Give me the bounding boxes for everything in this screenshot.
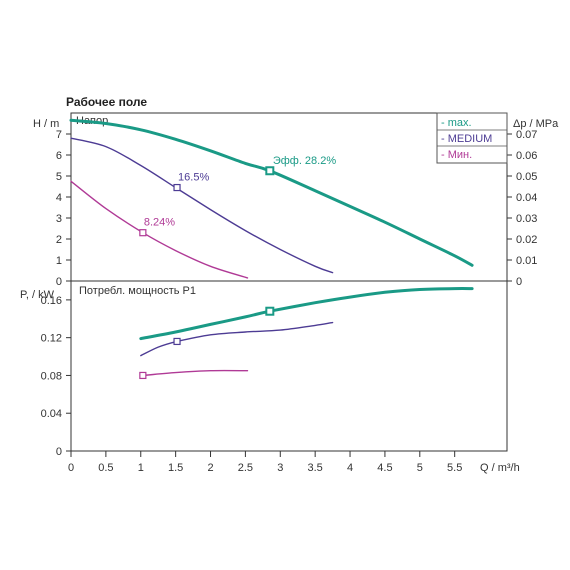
head-ytick-label: 1 xyxy=(56,255,62,267)
head-y2tick-label: 0.06 xyxy=(516,150,537,162)
head-y2tick-label: 0.04 xyxy=(516,192,537,204)
power-ytick-label: 0.16 xyxy=(41,295,62,307)
head-y2label: Δp / MPa xyxy=(513,118,559,130)
xtick-label: 2 xyxy=(207,462,213,474)
head-ytick-label: 7 xyxy=(56,129,62,141)
head-y2tick-label: 0 xyxy=(516,276,522,288)
chart-title: Рабочее поле xyxy=(66,95,148,109)
xtick-label: 2.5 xyxy=(238,462,253,474)
head-curve-series-1 xyxy=(69,118,474,267)
head-curve-series-3 xyxy=(70,180,249,279)
head-y2tick-label: 0.02 xyxy=(516,234,537,246)
xtick-label: 0.5 xyxy=(98,462,113,474)
head-curve-series-2 xyxy=(70,137,334,274)
power-panel-title: Потребл. мощность P1 xyxy=(79,285,196,297)
xtick-label: 5.5 xyxy=(447,462,462,474)
head-ylabel: H / m xyxy=(33,118,59,130)
xtick-label: 0 xyxy=(68,462,74,474)
legend-box xyxy=(436,112,508,164)
xtick-label: 3 xyxy=(277,462,283,474)
power-marker-1 xyxy=(265,306,275,316)
xtick-label: 1 xyxy=(138,462,144,474)
power-curve-series-3 xyxy=(142,369,249,377)
head-y2tick-label: 0.05 xyxy=(516,171,537,183)
power-ylabel: P, / kW xyxy=(20,289,55,301)
xlabel: Q / m³/h xyxy=(480,462,520,474)
xtick-label: 3.5 xyxy=(308,462,323,474)
legend-item-3: - Мин. xyxy=(441,149,472,161)
head-ytick-label: 2 xyxy=(56,234,62,246)
head-efficiency-marker-2 xyxy=(173,183,181,192)
power-curve-series-1 xyxy=(139,287,474,341)
power-marker-3 xyxy=(139,371,147,380)
power-marker-2 xyxy=(173,337,181,346)
legend-item-1: - max. xyxy=(441,117,472,129)
xtick-label: 4.5 xyxy=(377,462,392,474)
head-y2tick-label: 0.01 xyxy=(516,255,537,267)
head-efficiency-marker-3 xyxy=(139,229,147,237)
head-ytick-label: 3 xyxy=(56,213,62,225)
power-ytick-label: 0.08 xyxy=(41,370,62,382)
xtick-label: 5 xyxy=(417,462,423,474)
power-ytick-label: 0 xyxy=(56,446,62,458)
head-efficiency-marker-1 xyxy=(265,166,275,176)
efficiency-label-3: 8.24% xyxy=(144,217,175,229)
legend-item-2: - MEDIUM xyxy=(441,133,492,145)
power-ytick-label: 0.12 xyxy=(41,333,62,345)
head-ytick-label: 6 xyxy=(56,150,62,162)
head-ytick-label: 0 xyxy=(56,276,62,288)
efficiency-label-2: 16.5% xyxy=(178,172,209,184)
power-ytick-label: 0.04 xyxy=(41,408,62,420)
head-y2tick-label: 0.03 xyxy=(516,213,537,225)
efficiency-label-1: Эфф. 28.2% xyxy=(273,155,337,167)
head-ytick-label: 5 xyxy=(56,171,62,183)
head-ytick-label: 4 xyxy=(56,192,62,204)
xtick-label: 4 xyxy=(347,462,353,474)
xtick-label: 1.5 xyxy=(168,462,183,474)
power-panel-frame xyxy=(70,280,508,452)
head-y2tick-label: 0.07 xyxy=(516,129,537,141)
power-curve-series-2 xyxy=(140,321,334,357)
